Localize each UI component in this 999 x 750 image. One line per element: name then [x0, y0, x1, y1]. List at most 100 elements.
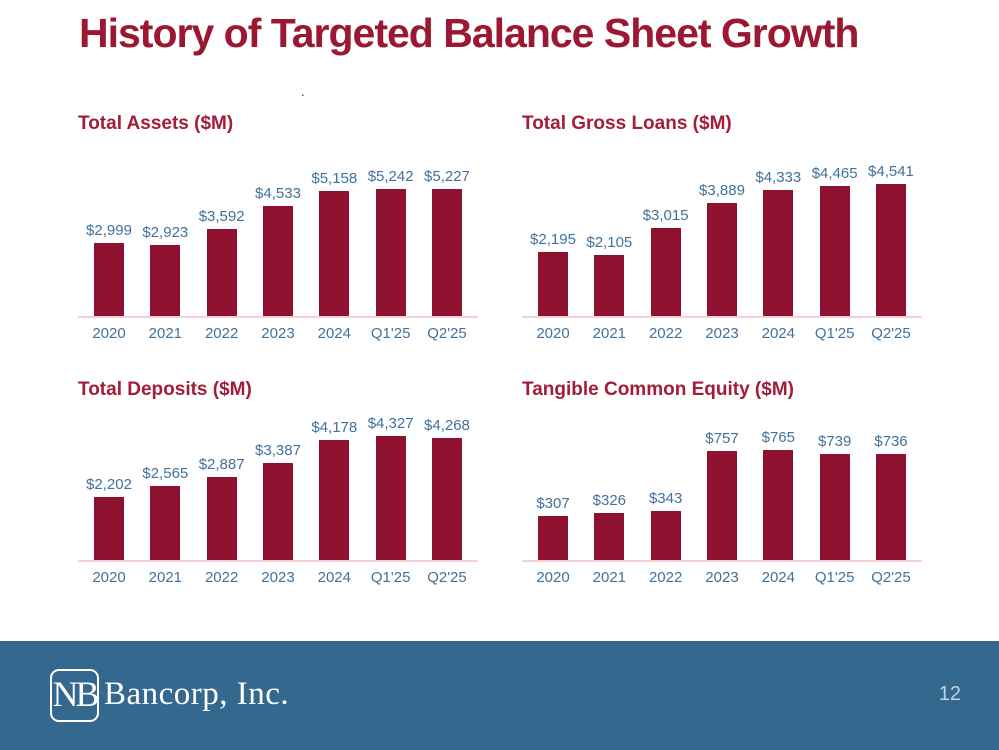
bar-column: $5,242 [367, 168, 415, 316]
bar [94, 497, 124, 560]
page-number: 12 [938, 683, 961, 705]
bar-value-label: $3,015 [642, 207, 689, 224]
bar [538, 252, 568, 316]
bar [875, 454, 906, 560]
nb-monogram-icon: NB [50, 669, 100, 722]
bar-column: $4,533 [254, 185, 302, 316]
x-axis-labels: 2020 2021 2022 2023 2024 Q1'25 Q2'25 [522, 569, 922, 586]
x-axis-label: 2020 [536, 325, 570, 342]
bar [875, 184, 906, 316]
bar-column: $4,178 [310, 419, 358, 560]
x-axis-label: Q2'25 [427, 569, 467, 586]
chart-total-gross-loans: Total Gross Loans ($M) $2,195 $2,105 $3,01… [522, 112, 922, 342]
footer-band: NB Bancorp, Inc. 12 [0, 641, 999, 750]
bar [819, 454, 850, 560]
x-axis-label: 2021 [592, 569, 627, 586]
bar-column: $4,327 [367, 415, 415, 560]
bar-column: $307 [529, 495, 577, 560]
x-axis-label: Q2'25 [871, 569, 911, 586]
bar-value-label: $4,268 [424, 417, 470, 434]
bar-value-label: $343 [648, 490, 683, 507]
x-axis-label: Q1'25 [370, 325, 411, 342]
x-axis-label: 2023 [261, 569, 295, 586]
bar-column: $2,565 [141, 465, 189, 560]
bar-column: $2,923 [141, 224, 189, 316]
company-logo: NB Bancorp, Inc. [50, 669, 289, 722]
x-axis-label: Q2'25 [427, 325, 467, 342]
bar-value-label: $307 [536, 495, 570, 512]
bar-column: $2,999 [85, 222, 133, 316]
bar-value-label: $2,202 [86, 476, 132, 493]
chart-tangible-common-equity: Tangible Common Equity ($M) $307 $326 $343… [522, 378, 922, 586]
x-axis-label: 2020 [536, 569, 570, 586]
bar-value-label: $757 [705, 430, 739, 447]
chart-title: Total Gross Loans ($M) [522, 113, 732, 134]
bar-column: $4,333 [754, 169, 802, 316]
bar [94, 243, 124, 316]
bar-column: $326 [585, 492, 633, 560]
bar-column: $343 [642, 490, 690, 560]
bar [150, 245, 181, 316]
bar [594, 513, 625, 560]
bar [706, 451, 737, 560]
bar [319, 440, 350, 560]
chart-plot-area: $2,999 $2,923 $3,592 $4,533 $5,158 $5,242 $5,2… [78, 146, 478, 318]
x-axis-label: 2021 [148, 325, 183, 342]
bar-value-label: $2,105 [586, 234, 633, 251]
x-axis-label: 2023 [705, 325, 739, 342]
bar-column: $765 [754, 429, 802, 560]
stray-period: . [301, 84, 305, 99]
bar-value-label: $3,592 [198, 208, 245, 225]
bar-value-label: $5,158 [311, 170, 358, 187]
x-axis-label: 2023 [705, 569, 739, 586]
bar [375, 189, 406, 316]
bar-value-label: $5,242 [367, 168, 414, 185]
x-axis-label: 2022 [648, 325, 683, 342]
bar-column: $4,268 [423, 417, 471, 560]
bar-value-label: $739 [817, 433, 852, 450]
x-axis-labels: 2020 2021 2022 2023 2024 Q1'25 Q2'25 [522, 325, 922, 342]
bar-value-label: $2,195 [530, 231, 576, 248]
bar [538, 516, 568, 560]
x-axis-label: 2022 [204, 569, 239, 586]
x-axis-label: 2021 [592, 325, 627, 342]
bar-value-label: $5,227 [424, 168, 470, 185]
company-name: Bancorp, Inc. [104, 675, 290, 712]
chart-total-deposits: Total Deposits ($M) $2,202 $2,565 $2,887 $3… [78, 378, 478, 586]
bar-column: $3,889 [698, 182, 746, 316]
bar-value-label: $4,533 [255, 185, 301, 202]
x-axis-label: 2020 [92, 569, 126, 586]
chart-plot-area: $2,195 $2,105 $3,015 $3,889 $4,333 $4,465 $4,5… [522, 146, 922, 318]
bar-column: $736 [867, 433, 915, 560]
bar-value-label: $765 [761, 429, 795, 446]
bar [650, 228, 681, 316]
bar [819, 186, 850, 316]
bar-value-label: $4,541 [868, 163, 914, 180]
x-axis-label: Q1'25 [814, 569, 855, 586]
bar-column: $5,158 [310, 170, 358, 316]
x-axis-label: Q1'25 [814, 325, 855, 342]
bar-column: $3,015 [642, 207, 690, 316]
bar-value-label: $4,327 [367, 415, 414, 432]
bar-value-label: $2,999 [86, 222, 132, 239]
chart-plot-area: $307 $326 $343 $757 $765 $739 $736 [522, 412, 922, 562]
bar-column: $757 [698, 430, 746, 560]
bar-column: $3,387 [254, 442, 302, 560]
bar-value-label: $326 [592, 492, 627, 509]
bar [650, 511, 681, 560]
bar [594, 255, 625, 316]
bar-column: $4,465 [811, 165, 859, 316]
bar-value-label: $2,923 [142, 224, 189, 241]
bar-value-label: $4,465 [811, 165, 858, 182]
x-axis-label: 2024 [317, 569, 351, 586]
x-axis-label: Q2'25 [871, 325, 911, 342]
bar-value-label: $4,178 [311, 419, 358, 436]
chart-title: Total Deposits ($M) [78, 379, 252, 400]
bar-value-label: $3,889 [699, 182, 745, 199]
bar-column: $4,541 [867, 163, 915, 316]
x-axis-label: 2024 [761, 325, 795, 342]
bar-value-label: $4,333 [755, 169, 802, 186]
x-axis-label: 2022 [204, 325, 239, 342]
x-axis-label: 2023 [261, 325, 295, 342]
